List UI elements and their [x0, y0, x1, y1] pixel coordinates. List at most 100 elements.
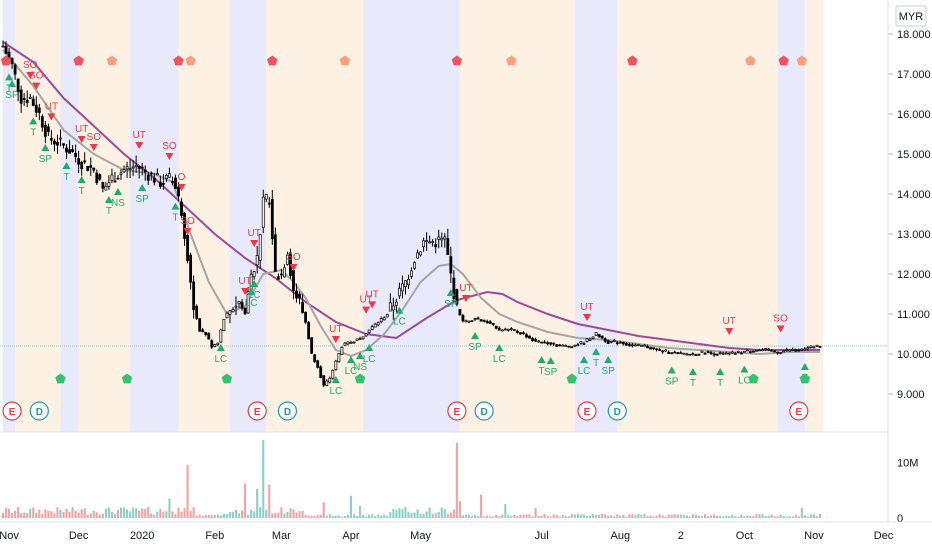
volume-bar: [501, 514, 504, 518]
volume-bar: [431, 514, 434, 518]
candle-body: [28, 96, 32, 99]
volume-bar: [47, 510, 50, 518]
volume-bar: [222, 514, 225, 518]
top-marker: [745, 55, 756, 66]
candle-body: [482, 319, 486, 322]
volume-bar: [95, 512, 98, 518]
dividend-badge[interactable]: D: [29, 401, 49, 421]
volume-bar: [265, 509, 268, 518]
candle-body: [219, 329, 223, 343]
candle-body: [558, 344, 562, 347]
candle-body: [83, 160, 87, 163]
volume-bar: [461, 515, 464, 518]
candle-body: [128, 168, 132, 170]
volume-bar: [788, 516, 791, 518]
volume-bar: [295, 512, 298, 518]
volume-bar: [706, 516, 710, 518]
candle-body: [1, 45, 5, 48]
volume-bar: [319, 514, 322, 518]
svg-text:O: O: [178, 172, 186, 183]
earnings-badge[interactable]: E: [789, 401, 809, 421]
bottom-marker: [566, 373, 578, 384]
currency-badge[interactable]: [895, 5, 927, 27]
volume-bar: [573, 514, 576, 518]
candle-body: [65, 147, 68, 153]
band-0: [3, 0, 16, 432]
candle-body: [773, 350, 777, 353]
candle-body: [255, 255, 259, 266]
candle-body: [295, 290, 298, 299]
candle-body: [491, 322, 495, 325]
earnings-badge[interactable]: E: [247, 401, 267, 421]
svg-text:UT: UT: [580, 302, 593, 313]
volume-bar: [661, 515, 664, 518]
volume-bar: [473, 515, 477, 518]
candle-body: [485, 321, 489, 324]
volume-bar: [534, 507, 537, 518]
band-11: [617, 0, 778, 432]
volume-bar: [101, 513, 104, 518]
volume-bar: [225, 514, 228, 518]
volume-bar: [98, 514, 101, 518]
candle-body: [461, 315, 465, 322]
candle-body: [301, 301, 304, 313]
svg-text:SO: SO: [286, 252, 301, 263]
volume-bar: [92, 510, 95, 518]
time-axis[interactable]: Nov Dec 2020 Feb Mar Apr May Jul Aug 2 Oct Nov Dec: [0, 431, 932, 542]
candle-body: [225, 312, 229, 318]
candle-body: [379, 318, 383, 322]
volume-bar: [119, 507, 123, 518]
sell-signal: SO: [87, 132, 101, 151]
svg-text:T: T: [690, 378, 696, 389]
volume-bar: [507, 514, 510, 518]
volume-bar: [337, 515, 340, 518]
volume-bar: [362, 514, 365, 518]
candle-body: [186, 234, 189, 261]
candle-body: [361, 336, 365, 340]
buy-signal: T: [77, 176, 86, 197]
candle-body: [745, 349, 749, 352]
volume-bar: [794, 514, 797, 518]
price-axis[interactable]: MYR 18.000 17.000 16.000 15.000 14.000 13.000…: [887, 0, 932, 525]
dividend-badge[interactable]: D: [474, 401, 494, 421]
earnings-badge[interactable]: E: [2, 401, 22, 421]
volume-bar: [274, 512, 277, 518]
volume-bar: [697, 515, 701, 518]
volume-bar: [59, 509, 62, 518]
volume-bar: [498, 516, 501, 518]
volume-bar: [126, 509, 129, 518]
sell-signal: SO: [162, 141, 177, 160]
volume-bar: [20, 513, 23, 518]
volume-bar: [352, 514, 356, 518]
buy-signal: LC: [248, 280, 261, 301]
volume-bar: [588, 515, 592, 518]
candle-body: [213, 344, 217, 347]
band-3: [78, 0, 131, 432]
svg-text:LC: LC: [363, 354, 376, 365]
volume-bar: [492, 516, 495, 518]
candle-body: [739, 352, 743, 355]
candle-body: [234, 305, 238, 308]
candle-body: [473, 318, 477, 320]
svg-text:T: T: [106, 206, 112, 217]
buy-signal: LC: [214, 344, 227, 365]
candle-body: [588, 338, 592, 341]
svg-text:LC: LC: [493, 354, 506, 365]
volume-bar: [513, 514, 516, 518]
dividend-badge[interactable]: D: [277, 401, 298, 421]
earnings-badge[interactable]: E: [577, 401, 597, 421]
candle-body: [449, 256, 453, 274]
time-tick-label: May: [410, 530, 431, 542]
volume-bar: [116, 509, 120, 518]
volume-bar: [480, 494, 483, 518]
candle-body: [364, 333, 368, 337]
volume-bar: [389, 512, 392, 518]
earnings-badge[interactable]: E: [447, 401, 467, 421]
volume-bar: [340, 516, 343, 518]
volume-bar: [640, 514, 643, 518]
volume-bar: [7, 508, 11, 518]
candle-body: [89, 165, 93, 168]
dividend-badge[interactable]: D: [607, 401, 627, 421]
